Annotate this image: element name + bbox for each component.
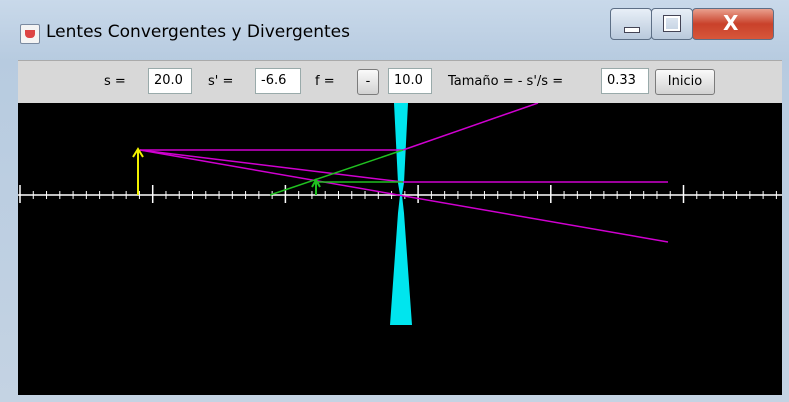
ray [139,149,669,243]
close-button[interactable] [692,8,774,40]
f-label: f = [315,74,335,89]
virtual-ray [269,149,404,196]
s-label: s = [104,74,126,89]
ray [402,103,539,151]
window-title: Lentes Convergentes y Divergentes [46,22,350,42]
sp-field[interactable]: -6.6 [255,68,301,94]
object-arrow-head [132,147,144,158]
f-sign-button[interactable]: - [357,69,379,95]
toolbar: s = 20.0 s' = -6.6 f = - 10.0 Tamaño = -… [18,60,782,103]
maximize-button[interactable] [651,8,693,40]
start-button[interactable]: Inicio [655,69,715,95]
optics-canvas [18,103,782,395]
f-field[interactable]: 10.0 [388,68,432,94]
size-label: Tamaño = - s'/s = [448,74,564,89]
ray [139,149,404,183]
app-icon [20,24,40,44]
title-bar: Lentes Convergentes y Divergentes [0,0,789,58]
sp-label: s' = [208,74,234,89]
s-field[interactable]: 20.0 [148,68,192,94]
image-arrow-head [311,177,321,188]
size-field[interactable]: 0.33 [601,68,649,94]
minimize-button[interactable] [610,8,652,40]
lens [390,103,412,325]
